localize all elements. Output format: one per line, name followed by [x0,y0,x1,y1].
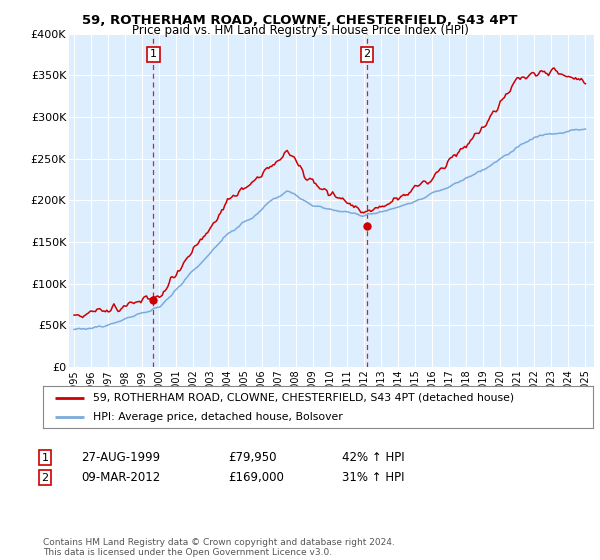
Text: 59, ROTHERHAM ROAD, CLOWNE, CHESTERFIELD, S43 4PT (detached house): 59, ROTHERHAM ROAD, CLOWNE, CHESTERFIELD… [92,393,514,403]
Text: 09-MAR-2012: 09-MAR-2012 [81,471,160,484]
Text: 2: 2 [364,49,371,59]
Text: £169,000: £169,000 [228,471,284,484]
Text: 31% ↑ HPI: 31% ↑ HPI [342,471,404,484]
Text: 59, ROTHERHAM ROAD, CLOWNE, CHESTERFIELD, S43 4PT: 59, ROTHERHAM ROAD, CLOWNE, CHESTERFIELD… [82,14,518,27]
Text: 2: 2 [41,473,49,483]
Text: Contains HM Land Registry data © Crown copyright and database right 2024.
This d: Contains HM Land Registry data © Crown c… [43,538,395,557]
Text: Price paid vs. HM Land Registry's House Price Index (HPI): Price paid vs. HM Land Registry's House … [131,24,469,37]
Text: 42% ↑ HPI: 42% ↑ HPI [342,451,404,464]
Text: 1: 1 [41,452,49,463]
Text: HPI: Average price, detached house, Bolsover: HPI: Average price, detached house, Bols… [92,412,343,422]
Text: 27-AUG-1999: 27-AUG-1999 [81,451,160,464]
Text: £79,950: £79,950 [228,451,277,464]
Text: 1: 1 [150,49,157,59]
